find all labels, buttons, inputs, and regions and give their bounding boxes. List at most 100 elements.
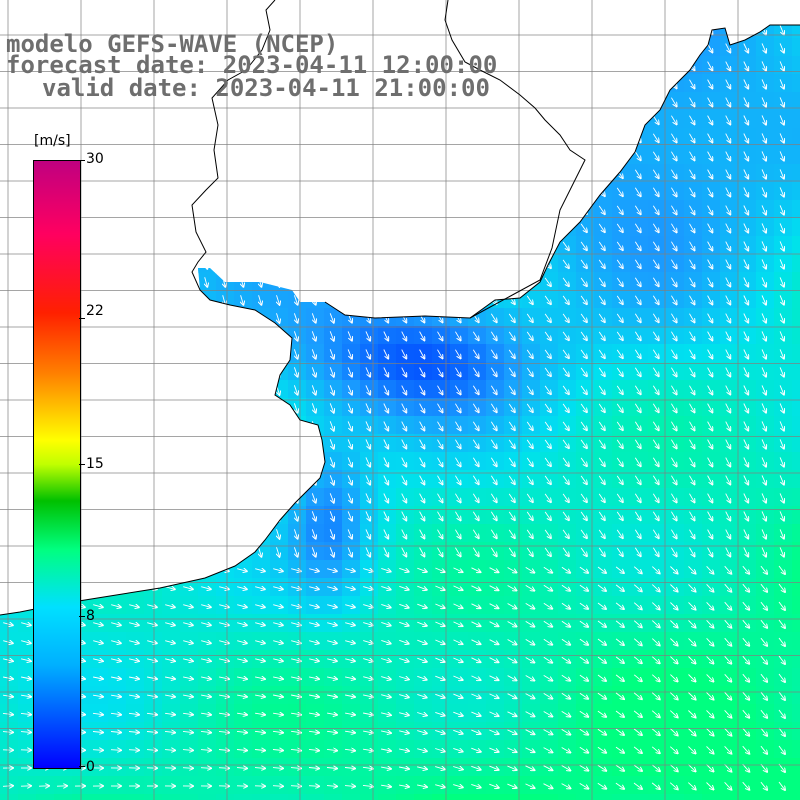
- wind-arrow: [347, 403, 352, 412]
- sea-cell: [360, 758, 379, 777]
- sea-cell: [306, 326, 325, 345]
- sea-cell: [216, 704, 235, 723]
- wind-arrow: [725, 259, 731, 269]
- wind-arrow: [616, 367, 623, 376]
- wind-arrow: [761, 457, 766, 466]
- wind-arrow: [562, 241, 569, 250]
- sea-cell: [774, 668, 793, 687]
- sea-cell: [756, 182, 775, 201]
- sea-cell: [378, 488, 397, 507]
- sea-cell: [648, 182, 667, 201]
- sea-cell: [558, 776, 577, 795]
- sea-cell: [594, 614, 613, 633]
- sea-cell: [270, 650, 289, 669]
- sea-cell: [774, 470, 793, 489]
- wind-arrow: [671, 115, 676, 125]
- sea-cell: [792, 596, 800, 615]
- sea-cell: [648, 128, 667, 147]
- wind-arrow: [544, 385, 551, 394]
- colorbar-tick: [79, 464, 85, 465]
- sea-cell: [630, 614, 649, 633]
- sea-cell: [468, 704, 487, 723]
- sea-cell: [720, 308, 739, 327]
- wind-arrow: [652, 169, 658, 178]
- sea-cell: [432, 686, 451, 705]
- wind-arrow: [259, 295, 262, 305]
- sea-cell: [612, 416, 631, 435]
- sea-cell: [666, 452, 685, 471]
- wind-arrow: [671, 439, 676, 449]
- sea-cell: [342, 326, 361, 345]
- sea-cell: [396, 344, 415, 363]
- sea-cell: [666, 506, 685, 525]
- wind-arrow: [419, 403, 425, 413]
- wind-arrow: [743, 385, 748, 395]
- wind-arrow: [779, 349, 784, 358]
- wind-arrow: [671, 241, 676, 251]
- sea-cell: [684, 794, 703, 800]
- sea-cell: [558, 398, 577, 417]
- sea-cell: [738, 488, 757, 507]
- sea-cell: [36, 794, 55, 800]
- wind-arrow: [725, 313, 731, 323]
- sea-cell: [756, 704, 775, 723]
- sea-cell: [648, 704, 667, 723]
- wind-arrow: [652, 367, 658, 376]
- sea-cell: [792, 758, 800, 777]
- wind-arrow: [616, 475, 623, 484]
- colorbar-label-30: 30: [86, 151, 104, 167]
- sea-cell: [738, 92, 757, 111]
- sea-cell: [432, 452, 451, 471]
- sea-cell: [504, 704, 523, 723]
- sea-cell: [792, 362, 800, 381]
- sea-cell: [252, 794, 271, 800]
- colorbar-label-15: 15: [86, 456, 104, 472]
- sea-cell: [540, 308, 559, 327]
- sea-cell: [216, 686, 235, 705]
- sea-cell: [738, 650, 757, 669]
- wind-arrow: [544, 313, 551, 322]
- wind-arrow: [761, 223, 766, 232]
- sea-cell: [108, 704, 127, 723]
- sea-cell: [792, 25, 800, 39]
- sea-cell: [792, 380, 800, 399]
- sea-cell: [486, 398, 505, 417]
- sea-cell: [792, 218, 800, 237]
- wind-arrow: [272, 786, 283, 787]
- sea-cell: [774, 650, 793, 669]
- sea-cell: [360, 326, 379, 345]
- sea-cell: [702, 434, 721, 453]
- sea-cell: [468, 506, 487, 525]
- sea-cell: [630, 596, 649, 615]
- sea-cell: [270, 632, 289, 651]
- wind-arrow: [616, 385, 623, 394]
- sea-cell: [756, 146, 775, 165]
- sea-cell: [522, 488, 541, 507]
- sea-cell: [792, 308, 800, 327]
- sea-cell: [414, 380, 433, 399]
- wind-arrow: [311, 349, 315, 358]
- sea-cell: [738, 254, 757, 273]
- sea-cell: [756, 74, 775, 93]
- sea-cell: [756, 398, 775, 417]
- wind-arrow: [634, 205, 640, 214]
- sea-cell: [612, 578, 631, 597]
- wind-arrow: [365, 493, 370, 502]
- sea-cell: [756, 344, 775, 363]
- sea-cell: [612, 722, 631, 741]
- wind-arrow: [689, 223, 695, 233]
- sea-cell: [792, 470, 800, 489]
- sea-cell: [198, 668, 217, 687]
- wind-arrow: [562, 295, 569, 304]
- wind-arrow: [779, 151, 784, 160]
- sea-cell: [270, 524, 289, 543]
- sea-cell: [630, 218, 649, 237]
- sea-cell: [396, 416, 415, 435]
- sea-cell: [378, 542, 397, 561]
- sea-cell: [540, 272, 559, 291]
- sea-cell: [378, 362, 397, 381]
- sea-cell: [468, 740, 487, 759]
- sea-cell: [450, 578, 469, 597]
- sea-cell: [378, 722, 397, 741]
- sea-cell: [612, 452, 631, 471]
